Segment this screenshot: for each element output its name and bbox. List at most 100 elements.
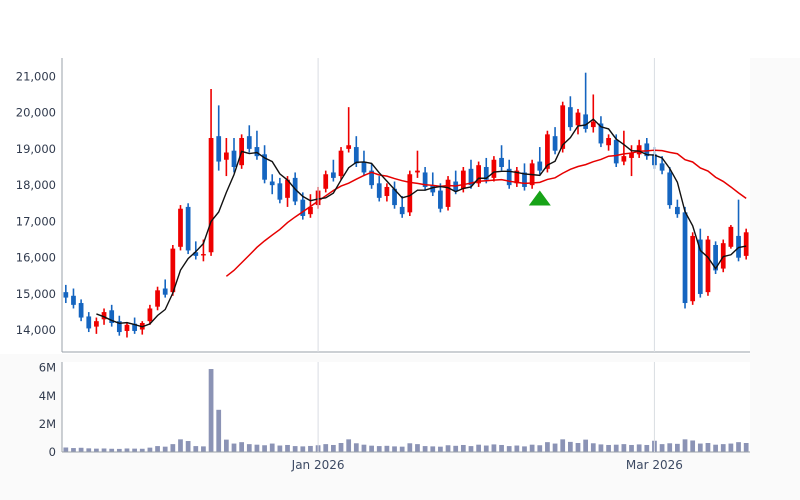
volume-bar	[101, 448, 107, 452]
volume-bar	[675, 443, 680, 452]
candle-body	[170, 248, 176, 293]
candle-body	[606, 137, 611, 146]
volume-bar	[384, 445, 390, 452]
ma-short-line	[96, 118, 747, 328]
candle-body	[63, 292, 69, 298]
price-panel	[63, 72, 749, 338]
candlestick	[269, 174, 275, 195]
candlestick	[491, 156, 497, 182]
candlestick	[644, 137, 650, 160]
volume-bar	[644, 444, 650, 452]
price-axis-tick-label: 20,000	[16, 106, 56, 120]
candlestick	[246, 125, 252, 153]
candle-body	[132, 323, 137, 331]
volume-bar	[201, 446, 206, 453]
volume-plot-bg	[62, 362, 750, 452]
candle-body	[636, 145, 642, 155]
candle-body	[682, 212, 688, 304]
volume-bar	[170, 444, 176, 453]
candlestick	[743, 228, 749, 260]
volume-bar	[552, 443, 558, 452]
volume-bar	[636, 444, 642, 452]
volume-bar	[575, 443, 581, 452]
candle-body	[94, 321, 99, 327]
volume-bar	[720, 444, 726, 453]
volume-bar	[178, 439, 183, 452]
price-plot-bg	[62, 58, 750, 352]
candle-body	[445, 179, 451, 207]
candle-body	[231, 150, 237, 167]
candle-body	[491, 159, 497, 178]
price-axis-tick-label: 21,000	[16, 69, 56, 83]
candlestick	[445, 176, 451, 211]
volume-bar	[285, 444, 290, 452]
x-axis-tick-label: Jan 2026	[291, 458, 345, 472]
candle-body	[583, 114, 589, 129]
volume-bar	[613, 444, 619, 452]
volume-bar	[277, 445, 283, 452]
candle-body	[743, 232, 749, 256]
candle-body	[522, 172, 527, 187]
volume-bar	[323, 444, 329, 453]
volume-bar	[743, 443, 749, 452]
volume-bar	[346, 439, 352, 452]
volume-bar	[728, 443, 734, 452]
volume-bar	[223, 439, 229, 453]
price-axis-tick-label: 14,000	[16, 323, 56, 337]
candle-body	[346, 145, 352, 149]
volume-bar	[522, 446, 527, 453]
candlestick	[231, 137, 237, 173]
candle-body	[78, 303, 84, 318]
candle-body	[262, 154, 267, 180]
candlestick	[94, 317, 99, 334]
volume-bar	[460, 444, 466, 452]
candlestick	[476, 161, 481, 187]
candlestick	[575, 108, 581, 135]
candlestick	[537, 147, 543, 175]
volume-bar	[629, 444, 634, 452]
candlestick	[499, 145, 504, 171]
volume-bar	[239, 442, 245, 452]
candle-body	[514, 170, 520, 184]
volume-bar	[438, 446, 443, 452]
volume-bar	[506, 446, 512, 452]
candlestick	[78, 299, 84, 322]
volume-bar	[116, 448, 122, 452]
volume-bar	[407, 443, 413, 452]
price-plot-right-margin	[750, 58, 800, 354]
candle-body	[208, 137, 214, 253]
volume-bar	[369, 445, 374, 452]
candlestick	[369, 163, 374, 189]
candle-body	[407, 174, 413, 213]
candlestick	[132, 317, 137, 334]
candle-body	[483, 167, 489, 180]
candlestick	[254, 130, 260, 160]
volume-bar	[483, 445, 489, 452]
volume-bar	[86, 448, 92, 452]
price-axis-tick-label: 15,000	[16, 287, 56, 301]
candlestick	[697, 228, 703, 298]
buy-marker-triangle	[528, 190, 551, 206]
candle-body	[308, 206, 313, 215]
volume-bar	[193, 446, 199, 452]
candle-body	[216, 136, 222, 162]
candle-body	[629, 152, 634, 158]
candle-body	[384, 186, 390, 197]
volume-bar	[705, 443, 711, 452]
volume-bar	[292, 446, 298, 452]
candle-body	[659, 163, 665, 171]
price-axis-tick-label: 19,000	[16, 142, 56, 156]
candlestick	[606, 134, 611, 151]
volume-bar	[713, 444, 718, 452]
candle-body	[323, 174, 329, 189]
candlestick	[331, 159, 336, 182]
ma-long-line	[225, 149, 747, 277]
volume-bar	[545, 442, 550, 452]
candlestick	[361, 150, 367, 177]
candlestick	[438, 183, 443, 213]
volume-bar	[147, 447, 153, 452]
volume-bar	[415, 444, 420, 453]
candlestick	[682, 206, 688, 309]
candlestick	[422, 167, 428, 191]
volume-bar	[445, 445, 451, 452]
